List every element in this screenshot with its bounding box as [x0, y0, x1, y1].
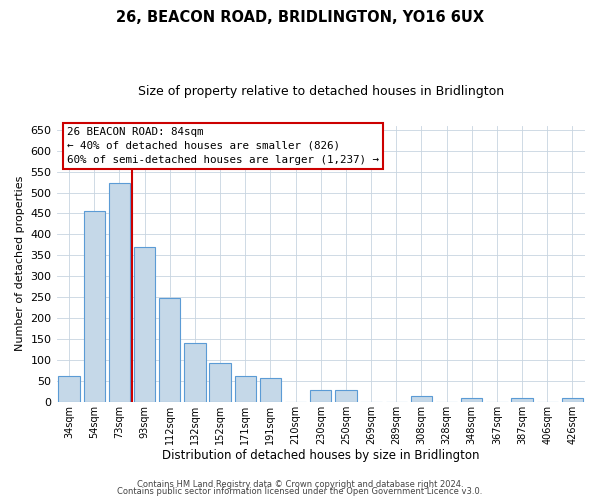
Bar: [109, 184, 130, 402]
Bar: [260, 378, 281, 402]
Bar: [184, 343, 206, 402]
Bar: [461, 398, 482, 402]
Bar: [310, 390, 331, 402]
Text: 26 BEACON ROAD: 84sqm
← 40% of detached houses are smaller (826)
60% of semi-det: 26 BEACON ROAD: 84sqm ← 40% of detached …: [67, 127, 379, 165]
Bar: [83, 210, 105, 402]
Text: Contains public sector information licensed under the Open Government Licence v3: Contains public sector information licen…: [118, 487, 482, 496]
X-axis label: Distribution of detached houses by size in Bridlington: Distribution of detached houses by size …: [162, 450, 479, 462]
Bar: [335, 390, 356, 402]
Bar: [58, 376, 80, 402]
Bar: [511, 398, 533, 402]
Bar: [134, 247, 155, 402]
Bar: [235, 376, 256, 402]
Bar: [159, 298, 181, 402]
Bar: [411, 396, 432, 402]
Text: 26, BEACON ROAD, BRIDLINGTON, YO16 6UX: 26, BEACON ROAD, BRIDLINGTON, YO16 6UX: [116, 10, 484, 25]
Bar: [562, 398, 583, 402]
Title: Size of property relative to detached houses in Bridlington: Size of property relative to detached ho…: [138, 85, 504, 98]
Text: Contains HM Land Registry data © Crown copyright and database right 2024.: Contains HM Land Registry data © Crown c…: [137, 480, 463, 489]
Bar: [209, 363, 231, 402]
Y-axis label: Number of detached properties: Number of detached properties: [15, 176, 25, 352]
